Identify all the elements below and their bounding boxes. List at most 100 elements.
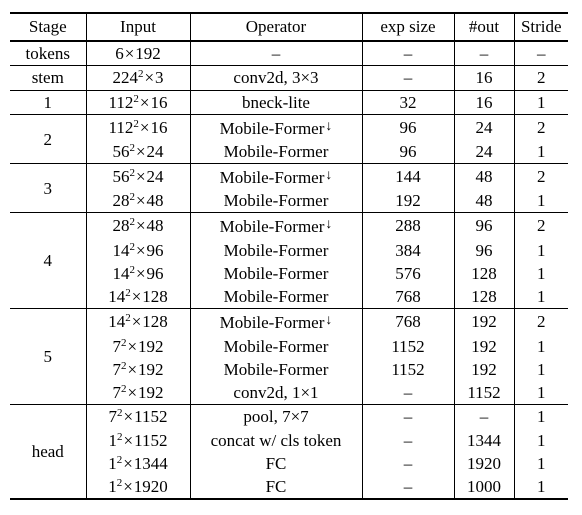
exp-size-cell: 96 <box>362 139 455 164</box>
operator-name: Mobile-Former <box>223 287 329 307</box>
input-channels: 48 <box>146 216 164 236</box>
input-exponent: 2 <box>133 117 139 130</box>
exp-size-cell: 192 <box>362 189 455 213</box>
times-sign: × <box>123 407 134 427</box>
exp-size-cell: – <box>362 380 455 405</box>
downsample-arrow-icon: ↓ <box>325 118 333 134</box>
operator-cell: FC <box>190 475 363 500</box>
exp-size-cell: 144 <box>362 163 455 190</box>
table-row: 5 142×128 Mobile-Former↓ 768 192 2 <box>10 308 568 405</box>
stride-cell: 1 <box>537 359 546 379</box>
table-row: 72×192 conv2d, 1×1 –1152 1 <box>10 380 568 405</box>
input-channels: 128 <box>142 287 168 307</box>
operator-name: Mobile-Former <box>223 240 329 260</box>
input-exponent: 2 <box>129 263 135 276</box>
input-exponent: 2 <box>129 142 135 155</box>
stride-cell: 2 <box>537 117 546 137</box>
stride-cell: 1 <box>537 383 546 403</box>
table-row: tokens 6×192– – – – <box>10 41 568 66</box>
input-base: 7 <box>112 359 121 379</box>
input-cell: 562×24 <box>86 163 191 190</box>
exp-size-cell: – <box>362 404 455 429</box>
input-exponent: 2 <box>129 167 135 180</box>
stage-cell: 5 <box>10 308 87 405</box>
operator-cell: Mobile-Former <box>190 334 363 358</box>
input-base: 14 <box>112 240 130 260</box>
downsample-arrow-icon: ↓ <box>325 168 333 184</box>
out-cell: 48 <box>454 189 515 213</box>
stride-cell: 2 <box>537 312 546 332</box>
table-row: 4 282×48 Mobile-Former↓ 288 96 2 <box>10 212 568 309</box>
stage-cell: head <box>10 404 87 500</box>
out-cell: 192 <box>454 308 515 335</box>
header-out: #out <box>454 13 515 41</box>
input-exponent: 2 <box>125 287 131 300</box>
input-exponent: 2 <box>129 240 135 253</box>
out-cell: 96 <box>454 238 515 262</box>
architecture-table: Stage Input Operator exp size #out Strid… <box>10 12 568 500</box>
input-base: 112 <box>108 117 134 137</box>
stride-cell: 1 <box>537 477 546 497</box>
times-sign: × <box>127 336 138 356</box>
stride-cell: 1 <box>537 240 546 260</box>
input-cell: 1122×16 <box>86 90 191 115</box>
operator-cell: bneck-lite <box>190 90 363 115</box>
operator-name: FC <box>265 477 287 497</box>
operator-cell: Mobile-Former <box>190 261 363 286</box>
operator-name: bneck-lite <box>242 92 310 112</box>
input-channels: 1344 <box>133 454 168 473</box>
header-stride: Stride <box>520 17 562 36</box>
input-channels: 192 <box>138 336 164 356</box>
out-cell: 1000 <box>454 475 515 500</box>
stride-cell: 1 <box>537 430 546 450</box>
exp-size-cell: – <box>362 428 455 452</box>
stage-group: 3 562×24 Mobile-Former↓ 144 48 2 282×48 Mobile-… <box>10 163 568 213</box>
stage-group: 2 1122×16 Mobile-Former↓ 96 24 2 562×24 Mobile-… <box>10 114 568 164</box>
out-cell: 128 <box>454 261 515 286</box>
input-cell: 562×24 <box>86 139 191 164</box>
input-channels: 1152 <box>134 430 168 450</box>
stride-cell: 1 <box>537 263 546 283</box>
out-cell: – <box>454 41 515 66</box>
stage-group: 1 1122×16 bneck-lite 32 16 1 <box>10 90 568 115</box>
input-exponent: 2 <box>125 312 131 325</box>
operator-name: Mobile-Former <box>223 263 329 283</box>
stage-cell: 4 <box>10 212 87 309</box>
times-sign: × <box>135 167 146 187</box>
input-base: 1 <box>108 477 117 497</box>
input-base: 1 <box>108 430 118 450</box>
stage-cell: stem <box>10 65 87 91</box>
operator-cell: conv2d, 1×1 <box>190 380 363 405</box>
input-exponent: 2 <box>137 68 144 81</box>
table-row: 12×1152 concat w/ cls token –1344 1 <box>10 428 568 452</box>
table-row: 72×192 Mobile-Former 1152 192 1 <box>10 357 568 381</box>
input-cell: 12×1152 <box>86 428 191 452</box>
times-sign: × <box>123 454 133 473</box>
times-sign: × <box>139 92 150 112</box>
table-row: 2 1122×16 Mobile-Former↓ 96 24 2 <box>10 114 568 164</box>
table-row: 562×24 Mobile-Former 96 24 1 <box>10 139 568 164</box>
input-cell: 2242×3 <box>86 65 191 91</box>
table-row: stem 2242×3 conv2d, 3×3–16 2 <box>10 65 568 91</box>
times-sign: × <box>124 44 135 64</box>
stage-cell: 3 <box>10 163 87 213</box>
out-cell: 192 <box>454 357 515 381</box>
out-cell: 192 <box>454 334 515 358</box>
input-cell: 72×1152 <box>86 404 191 429</box>
table-row: head 72×1152 pool, 7×7– –1 <box>10 404 568 500</box>
input-base: 14 <box>108 312 126 332</box>
exp-size-cell: 1152 <box>362 357 455 381</box>
table-row: 12×1344 FC –1920 1 <box>10 451 568 476</box>
input-exponent: 2 <box>129 191 135 204</box>
stride-cell: 1 <box>537 407 546 427</box>
times-sign: × <box>131 287 142 307</box>
operator-name: Mobile-Former <box>219 217 325 237</box>
input-base: 14 <box>108 287 126 307</box>
stride-cell: 1 <box>537 336 546 356</box>
out-cell: – <box>454 404 515 429</box>
input-cell: 142×96 <box>86 261 191 286</box>
input-cell: 142×128 <box>86 285 191 309</box>
stage-group: stem 2242×3 conv2d, 3×3–16 2 <box>10 65 568 91</box>
input-base: 56 <box>112 167 130 187</box>
operator-name: Mobile-Former <box>219 118 325 138</box>
